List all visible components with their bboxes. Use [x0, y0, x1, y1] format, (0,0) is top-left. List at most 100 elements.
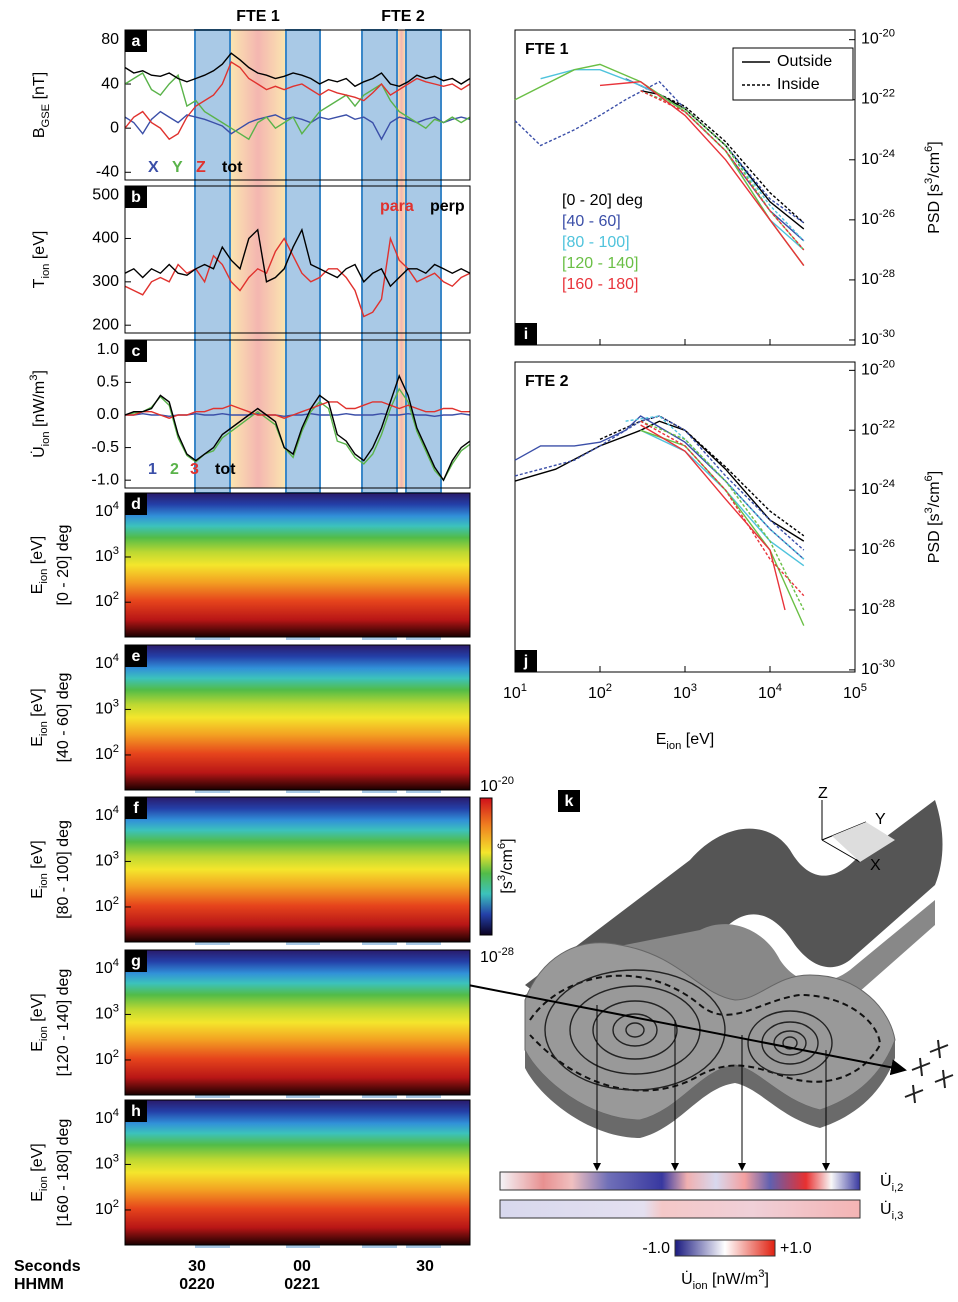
text-part: 10 [480, 778, 498, 795]
fte-marker [286, 1095, 320, 1098]
projection-arrows [593, 1005, 830, 1171]
spectrogram [125, 645, 470, 790]
y-tick-label: 104 [95, 1107, 119, 1127]
spectrogram [125, 797, 470, 942]
superscript: 3 [758, 1268, 764, 1280]
panel-letter: c [132, 343, 141, 360]
subscript: i,2 [892, 1182, 904, 1194]
superscript: 1 [521, 682, 527, 694]
text-part: 10 [861, 362, 879, 379]
panel-letter: e [132, 648, 141, 665]
text-part: U̇ [681, 1270, 693, 1288]
legend-box [732, 47, 854, 101]
y-axis-label: Eion [eV] [29, 1143, 50, 1202]
legend-entry: [80 - 100] [562, 234, 630, 251]
pitch-angle-range: [0 - 20] deg [55, 525, 72, 606]
text-part: 10 [503, 685, 521, 702]
text-part: 10 [861, 481, 879, 498]
fte-label: FTE 1 [236, 8, 280, 25]
x-tick-label: 104 [758, 682, 782, 702]
series-line [124, 374, 471, 482]
panel-letter-box [125, 1100, 147, 1122]
x-tick-label: 101 [503, 682, 527, 702]
superscript: -28 [498, 946, 514, 958]
y-axis-label: PSD [s3/cm6] [923, 141, 943, 234]
text-part: /cm [926, 152, 943, 178]
y-tick-label: 0 [110, 119, 119, 136]
superscript: -28 [879, 268, 895, 280]
text-part: ] [31, 370, 48, 374]
subscript: ion [666, 740, 681, 752]
fte-marker [406, 637, 441, 640]
outside-spectrum [599, 80, 805, 267]
text-part: 10 [95, 1156, 113, 1173]
superscript: -22 [879, 418, 895, 430]
superscript: 4 [113, 1107, 119, 1119]
superscript: 2 [113, 895, 119, 907]
series-line [124, 52, 471, 88]
legend-entry: tot [215, 461, 236, 478]
superscript: 4 [113, 957, 119, 969]
y-axis-label: BGSE [nT] [31, 72, 52, 138]
superscript: -28 [879, 598, 895, 610]
legend-entry: [120 - 140] [562, 255, 639, 272]
fte-marker [362, 942, 397, 945]
superscript: -30 [879, 658, 895, 670]
text-part: 10 [95, 853, 113, 870]
y-tick-label: 0.5 [97, 374, 119, 391]
superscript: 3 [691, 682, 697, 694]
y-tick-label: 10-20 [861, 358, 895, 378]
text-part: 10 [758, 685, 776, 702]
text-part: ] [764, 1271, 768, 1288]
fte-label: FTE 2 [381, 8, 425, 25]
series-line [124, 110, 471, 141]
superscript: 2 [113, 590, 119, 602]
y-tick-label: 10-22 [861, 418, 895, 438]
panel-frame [124, 949, 471, 1096]
text-part: 10 [95, 503, 113, 520]
panel-letter-box [125, 340, 147, 362]
axis-name: Y [875, 811, 886, 828]
y-tick-label: 10-24 [861, 148, 895, 168]
fte-marker [286, 1245, 320, 1248]
panel-letter: a [132, 33, 141, 50]
superscript: -24 [879, 148, 895, 160]
fte-band [361, 29, 398, 494]
bar-label: U̇i,2 [880, 1172, 903, 1194]
text-part: 10 [95, 593, 113, 610]
panel-letter: b [131, 189, 141, 206]
spectrogram [125, 1100, 470, 1245]
legend-entry: para [380, 198, 414, 215]
panel-letter: i [524, 326, 528, 343]
text-part: 10 [861, 331, 879, 348]
text-part: 10 [861, 661, 879, 678]
y-tick-label: 300 [92, 273, 119, 290]
y-tick-label: 10-20 [861, 28, 895, 48]
superscript: -26 [879, 538, 895, 550]
legend-entry: tot [222, 159, 243, 176]
y-tick-label: -0.5 [91, 439, 119, 456]
scale-max: +1.0 [780, 1240, 812, 1257]
y-tick-label: 40 [101, 75, 119, 92]
panel-letter: d [131, 496, 141, 513]
panel-letter-box [515, 323, 537, 345]
inside-spectrum [640, 84, 805, 224]
bar-label: U̇i,3 [880, 1200, 903, 1222]
diagram-k [467, 800, 954, 1257]
superscript: -20 [879, 358, 895, 370]
text-part: U̇ [880, 1172, 892, 1190]
text-part: 10 [673, 685, 691, 702]
fte-marker [195, 790, 230, 793]
text-part: 10 [861, 601, 879, 618]
fte-band [194, 29, 231, 494]
subscript: ion [40, 431, 52, 446]
subscript: ion [38, 721, 50, 736]
fte-marker [362, 1245, 397, 1248]
legend-entry: 2 [170, 461, 179, 478]
y-tick-label: 10-28 [861, 598, 895, 618]
superscript: 2 [113, 1198, 119, 1210]
y-axis-label: U̇ion [nW/m3] [28, 370, 52, 458]
legend-entry: [0 - 20] deg [562, 192, 643, 209]
x-tick-label: 105 [843, 682, 867, 702]
x-axis-label: Eion [eV] [656, 731, 715, 752]
